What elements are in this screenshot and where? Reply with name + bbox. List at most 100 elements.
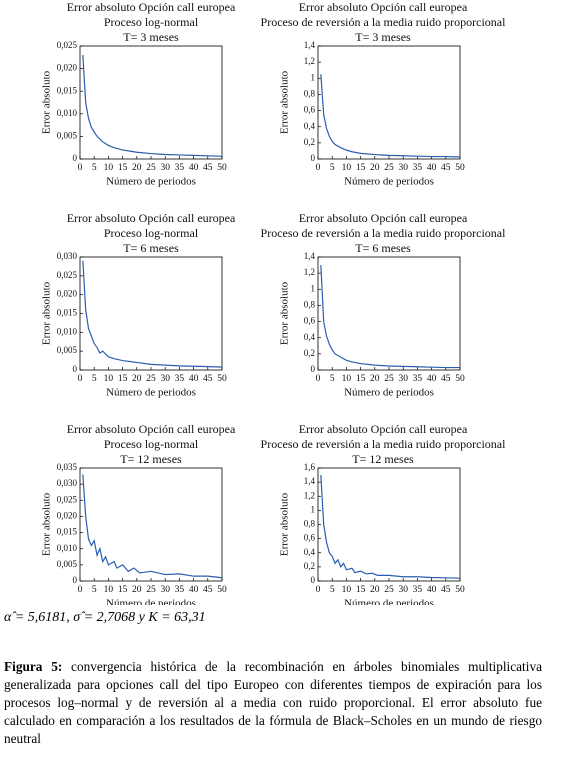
x-tick-label: 25 — [384, 374, 394, 384]
chart-subtitle: Proceso de reversión a la media ruido pr… — [261, 437, 507, 451]
chart-annotation: T= 6 meses — [123, 241, 179, 255]
x-tick-label: 0 — [316, 163, 321, 173]
y-tick-label: 0,2 — [304, 348, 315, 358]
x-tick-label: 45 — [441, 585, 451, 595]
y-tick-label: 0,025 — [57, 40, 78, 50]
chart-annotation: T= 12 meses — [352, 452, 414, 466]
y-tick-label: 0,015 — [57, 85, 78, 95]
x-tick-label: 25 — [384, 585, 394, 595]
x-tick-label: 30 — [398, 585, 408, 595]
x-tick-label: 35 — [175, 163, 185, 173]
plot-frame — [79, 45, 223, 160]
x-tick-label: 15 — [118, 374, 128, 384]
x-tick-label: 15 — [356, 585, 366, 595]
x-tick-label: 40 — [427, 374, 437, 384]
curve — [82, 474, 223, 579]
y-axis-label: Error absoluto — [279, 70, 291, 134]
x-tick-label: 40 — [189, 585, 199, 595]
x-tick-label: 35 — [413, 374, 423, 384]
curve — [82, 260, 223, 368]
y-tick-label: 0,4 — [304, 332, 316, 342]
x-tick-label: 30 — [160, 585, 170, 595]
y-tick-label: 0,020 — [57, 63, 78, 73]
x-tick-label: 15 — [118, 585, 128, 595]
x-axis-label: Número de periodos — [106, 598, 196, 605]
x-tick-label: 45 — [203, 374, 213, 384]
curve — [320, 475, 461, 579]
y-tick-label: 0,010 — [57, 543, 78, 553]
y-tick-label: 0,015 — [57, 527, 78, 537]
y-tick-label: 0,025 — [57, 494, 78, 504]
y-tick-label: 0,035 — [57, 462, 78, 472]
x-tick-label: 20 — [370, 374, 380, 384]
y-tick-label: 0,6 — [304, 316, 316, 326]
x-tick-label: 15 — [356, 374, 366, 384]
y-tick-label: 0 — [73, 575, 78, 585]
x-tick-label: 50 — [455, 585, 465, 595]
x-tick-label: 50 — [217, 163, 227, 173]
curve — [82, 55, 223, 157]
x-tick-label: 35 — [175, 585, 185, 595]
x-axis-label: Número de periodos — [344, 598, 434, 605]
x-axis-label: Número de periodos — [344, 387, 434, 399]
caption-label: Figura 5: — [4, 659, 63, 674]
x-tick-label: 5 — [92, 374, 97, 384]
x-tick-label: 50 — [455, 163, 465, 173]
y-tick-label: 0,005 — [57, 130, 78, 140]
y-tick-label: 0,030 — [57, 251, 78, 261]
x-tick-label: 50 — [217, 374, 227, 384]
chart-subtitle: Proceso de reversión a la media ruido pr… — [261, 226, 507, 240]
x-tick-label: 50 — [217, 585, 227, 595]
x-tick-label: 10 — [104, 585, 114, 595]
x-tick-label: 50 — [455, 374, 465, 384]
y-tick-label: 0,2 — [304, 137, 315, 147]
plot-frame — [317, 45, 461, 160]
x-tick-label: 35 — [413, 585, 423, 595]
y-tick-label: 0,010 — [57, 326, 78, 336]
y-tick-label: 0 — [311, 575, 316, 585]
y-tick-label: 1,2 — [304, 56, 315, 66]
x-tick-label: 0 — [78, 374, 83, 384]
y-axis-label: Error absoluto — [279, 281, 291, 345]
x-tick-label: 45 — [203, 585, 213, 595]
caption-text: convergencia histórica de la recombinaci… — [4, 659, 542, 746]
y-axis-label: Error absoluto — [41, 492, 53, 556]
y-tick-label: 0,015 — [57, 308, 78, 318]
x-tick-label: 45 — [203, 163, 213, 173]
y-tick-label: 0,8 — [304, 519, 316, 529]
curve — [320, 265, 460, 369]
x-tick-label: 25 — [146, 374, 156, 384]
plot-frame — [79, 256, 223, 371]
chart-annotation: T= 3 meses — [355, 30, 411, 44]
y-tick-label: 1,4 — [304, 40, 316, 50]
y-axis-label: Error absoluto — [41, 281, 53, 345]
chart-subtitle: Proceso log-normal — [104, 226, 199, 240]
y-tick-label: 0,010 — [57, 108, 78, 118]
y-axis-label: Error absoluto — [41, 70, 53, 134]
plot-frame — [317, 256, 461, 371]
y-tick-label: 0,6 — [304, 533, 316, 543]
x-tick-label: 25 — [146, 585, 156, 595]
x-tick-label: 30 — [160, 374, 170, 384]
y-tick-label: 0 — [311, 364, 316, 374]
x-tick-label: 5 — [92, 163, 97, 173]
chart-title: Error absoluto Opción call europea — [67, 211, 236, 225]
x-tick-label: 10 — [342, 374, 352, 384]
y-tick-label: 1 — [311, 504, 316, 514]
x-tick-label: 0 — [316, 585, 321, 595]
y-tick-label: 0,2 — [304, 561, 315, 571]
y-tick-label: 0,005 — [57, 559, 78, 569]
chart-annotation: T= 6 meses — [355, 241, 411, 255]
y-tick-label: 0,005 — [57, 345, 78, 355]
x-tick-label: 45 — [441, 163, 451, 173]
x-tick-label: 5 — [92, 585, 97, 595]
chart-annotation: T= 3 meses — [123, 30, 179, 44]
x-tick-label: 10 — [104, 374, 114, 384]
x-tick-label: 25 — [384, 163, 394, 173]
x-tick-label: 30 — [398, 163, 408, 173]
chart-subtitle: Proceso de reversión a la media ruido pr… — [261, 15, 507, 29]
x-tick-label: 0 — [316, 374, 321, 384]
y-tick-label: 0 — [73, 153, 78, 163]
y-tick-label: 0,4 — [304, 121, 316, 131]
y-tick-label: 1,2 — [304, 267, 315, 277]
